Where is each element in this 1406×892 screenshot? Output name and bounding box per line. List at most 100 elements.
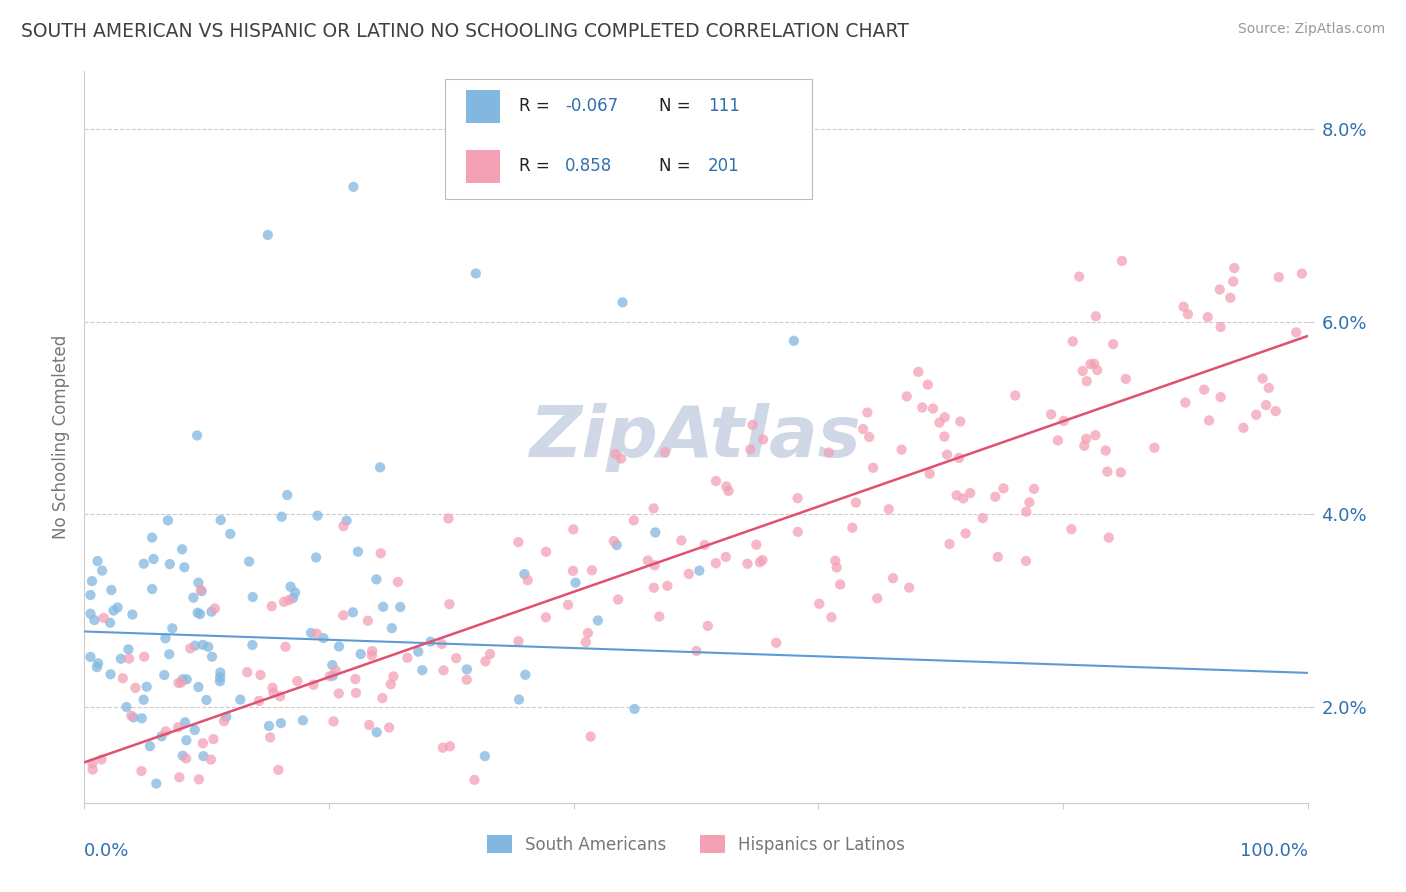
Point <box>173 560 195 574</box>
Point <box>439 739 461 754</box>
Point <box>187 772 209 787</box>
Point <box>229 692 252 706</box>
Point <box>366 572 388 586</box>
Point <box>1244 408 1267 422</box>
Point <box>1076 432 1098 446</box>
Point <box>86 554 108 568</box>
Point <box>654 445 676 459</box>
Point <box>387 574 409 589</box>
Point <box>534 545 557 559</box>
Point <box>1197 310 1219 324</box>
Point <box>685 644 707 658</box>
Point <box>141 582 163 596</box>
Point <box>93 611 115 625</box>
Point <box>1097 465 1119 479</box>
Text: Source: ZipAtlas.com: Source: ZipAtlas.com <box>1237 22 1385 37</box>
Point <box>824 554 846 568</box>
Point <box>396 650 419 665</box>
Point <box>153 668 176 682</box>
Point <box>82 756 104 771</box>
Point <box>610 451 633 466</box>
Point <box>174 715 197 730</box>
Point <box>605 447 627 461</box>
Point <box>688 564 710 578</box>
Point <box>1209 283 1232 297</box>
Point <box>513 567 536 582</box>
Point <box>866 591 889 606</box>
Point <box>80 574 103 588</box>
Point <box>139 739 162 753</box>
Point <box>745 538 768 552</box>
Point <box>1173 300 1195 314</box>
Point <box>187 606 209 620</box>
Point <box>269 690 291 704</box>
Point <box>389 599 412 614</box>
Point <box>100 582 122 597</box>
Point <box>606 538 628 552</box>
Point <box>456 673 478 687</box>
Point <box>1111 254 1133 268</box>
Point <box>172 673 194 687</box>
Point <box>432 664 454 678</box>
Text: N =: N = <box>659 97 696 115</box>
Point <box>911 401 934 415</box>
Point <box>765 636 787 650</box>
Point <box>704 474 727 488</box>
Point <box>145 776 167 790</box>
Point <box>917 377 939 392</box>
Point <box>657 579 679 593</box>
Point <box>1232 421 1254 435</box>
Point <box>291 714 314 728</box>
Point <box>371 599 394 614</box>
Point <box>121 607 143 622</box>
Point <box>169 770 191 784</box>
Point <box>714 549 737 564</box>
Point <box>825 560 848 574</box>
Point <box>1076 374 1098 388</box>
Point <box>1115 372 1137 386</box>
Point <box>159 557 181 571</box>
Point <box>623 702 645 716</box>
Point <box>267 763 290 777</box>
Point <box>368 460 391 475</box>
Point <box>984 490 1007 504</box>
Point <box>1085 363 1108 377</box>
Point <box>156 513 179 527</box>
Point <box>1223 260 1246 275</box>
Point <box>949 415 972 429</box>
Point <box>704 556 727 570</box>
Point <box>1177 307 1199 321</box>
Point <box>103 603 125 617</box>
Point <box>278 593 301 607</box>
Point <box>344 672 367 686</box>
Point <box>361 644 384 658</box>
Point <box>332 519 354 533</box>
Point <box>586 614 609 628</box>
Point <box>259 731 281 745</box>
Point <box>134 649 156 664</box>
Point <box>820 610 842 624</box>
Point <box>201 649 224 664</box>
Point <box>1198 413 1220 427</box>
Point <box>1098 531 1121 545</box>
Point <box>371 691 394 706</box>
Point <box>132 692 155 706</box>
Point <box>263 686 285 700</box>
Point <box>877 502 900 516</box>
Point <box>564 575 586 590</box>
Point <box>157 647 180 661</box>
Point <box>474 654 496 668</box>
Point <box>508 634 530 648</box>
Point <box>328 686 350 700</box>
Point <box>751 553 773 567</box>
Point <box>752 433 775 447</box>
Point <box>179 641 201 656</box>
Point <box>162 621 184 635</box>
Point <box>437 511 460 525</box>
Point <box>155 631 177 645</box>
Point <box>360 648 382 663</box>
FancyBboxPatch shape <box>446 78 813 200</box>
Point <box>209 670 232 684</box>
Text: 0.0%: 0.0% <box>84 842 129 860</box>
Point <box>972 511 994 525</box>
